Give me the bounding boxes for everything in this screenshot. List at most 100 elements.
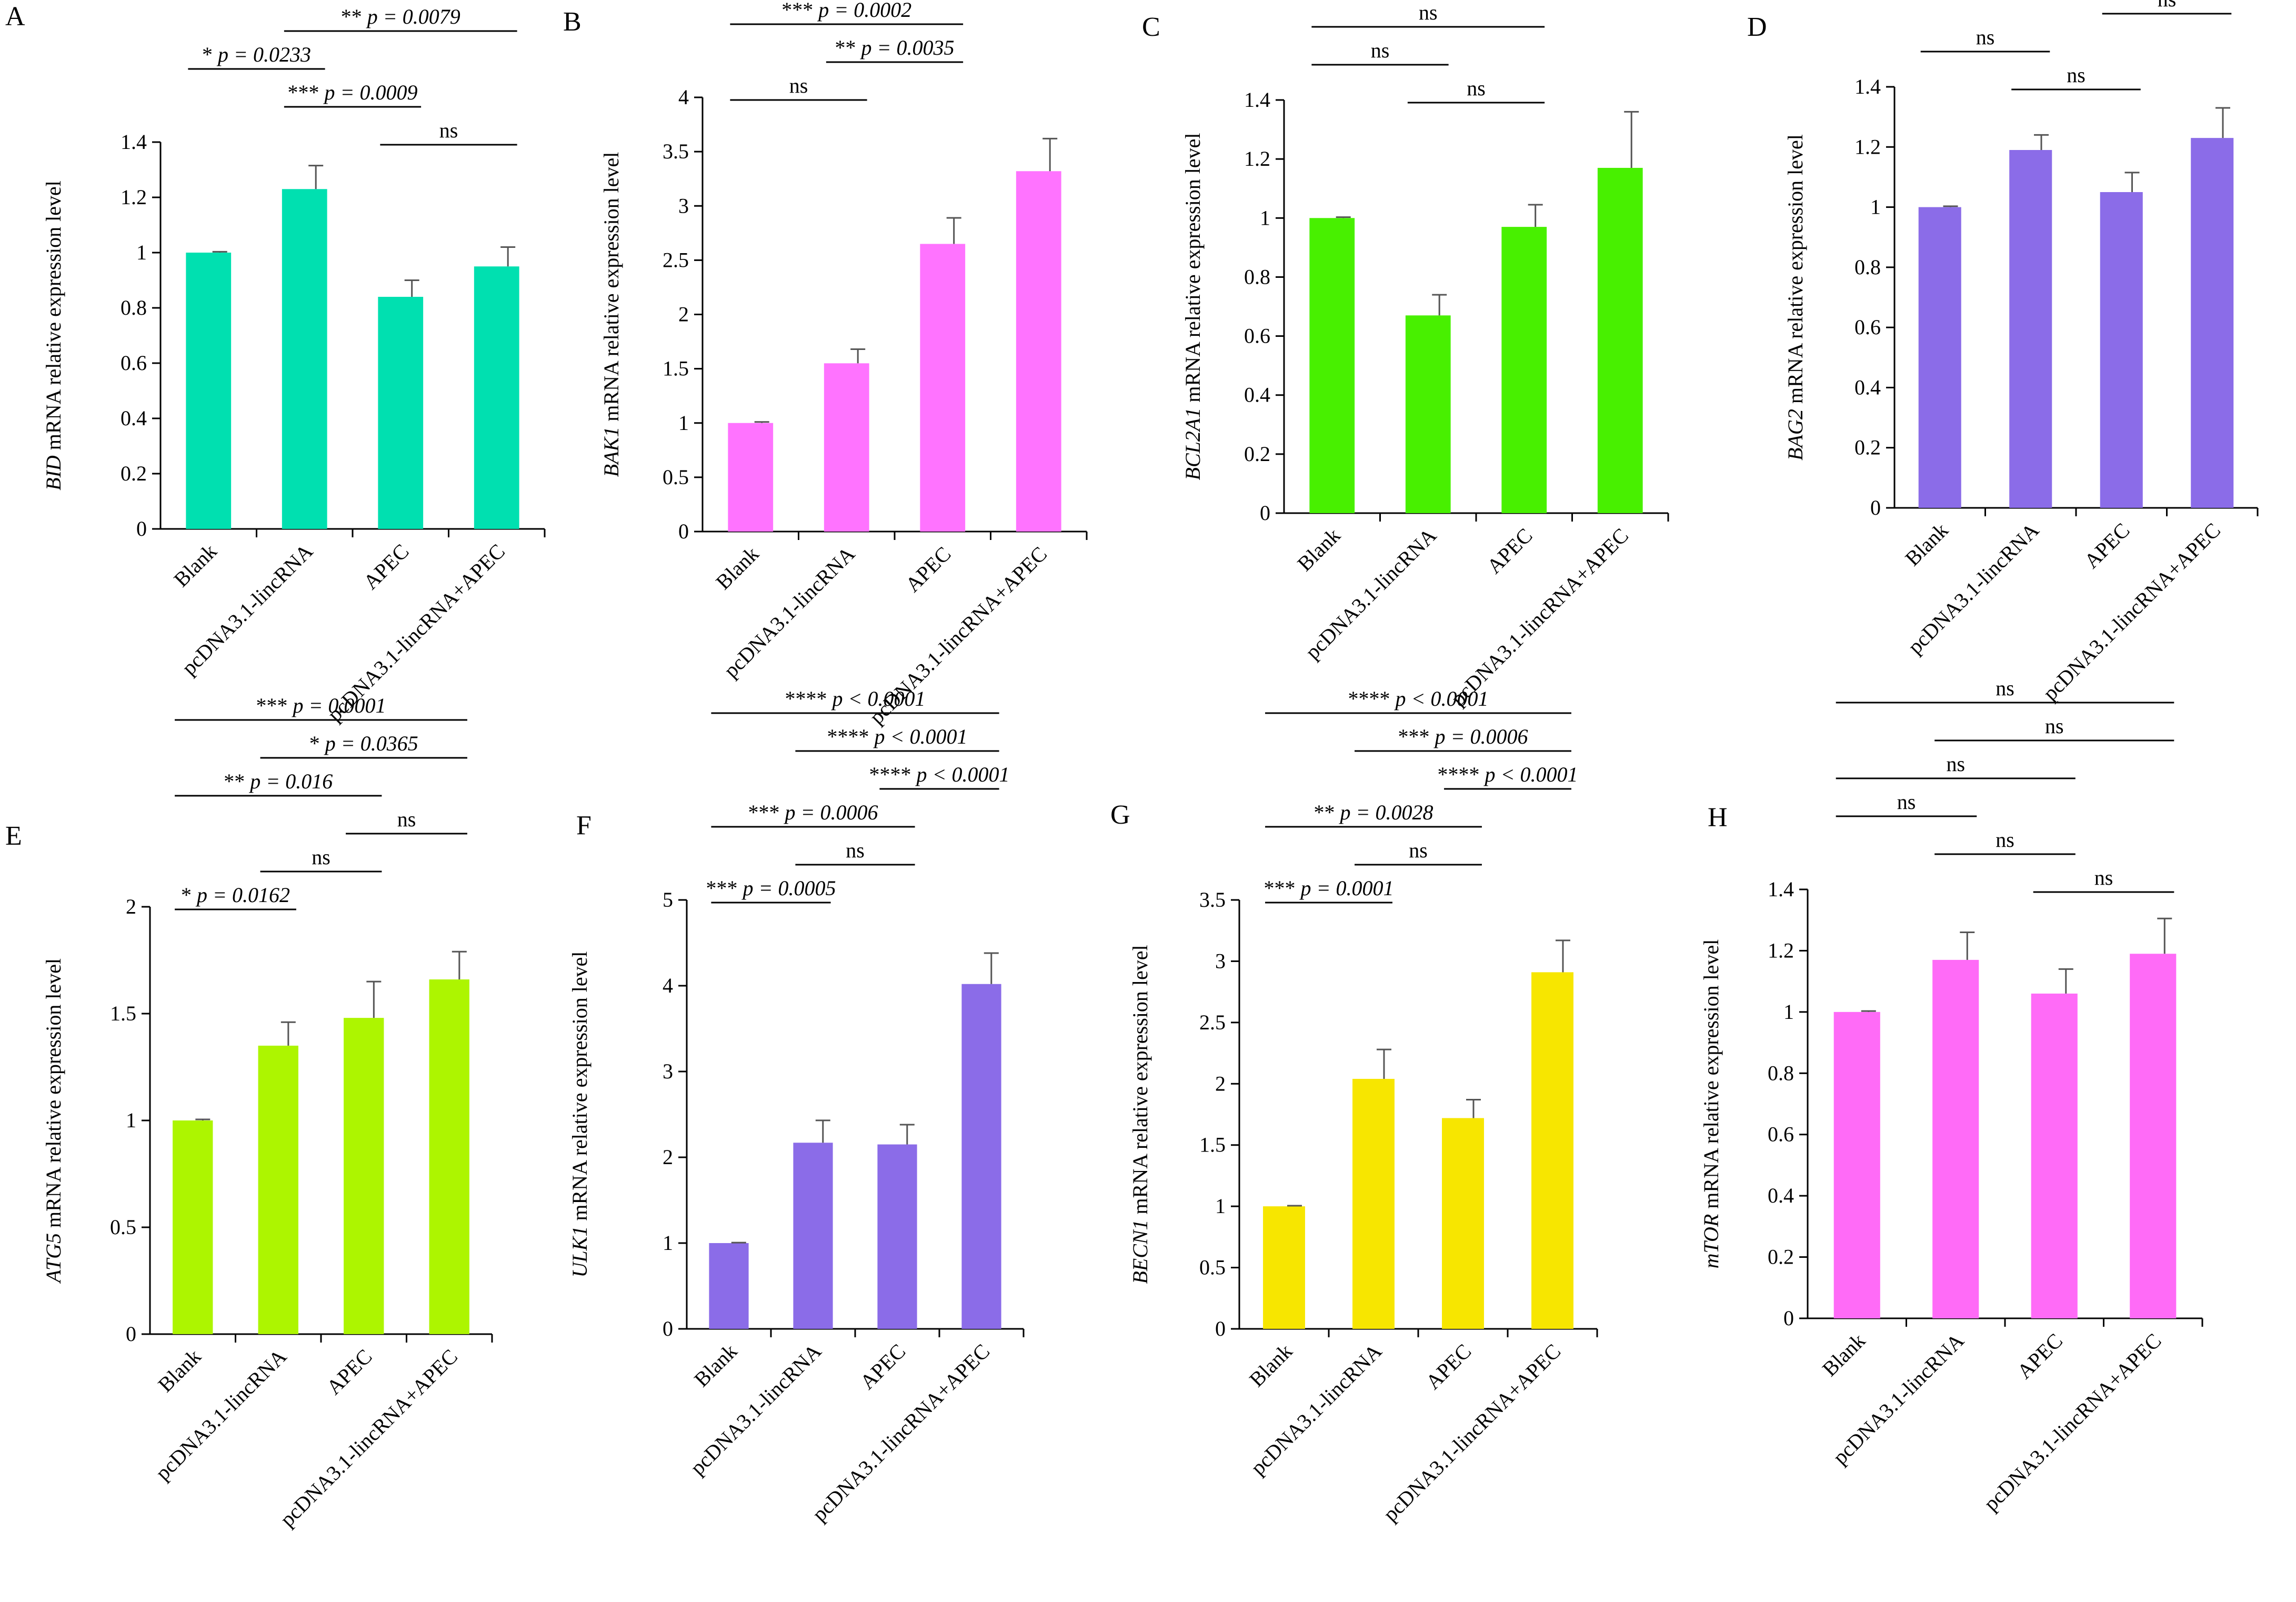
significance-stars: *** xyxy=(748,800,785,824)
significance-p: p < 0.0001 xyxy=(1483,763,1578,786)
y-tick-label: 2 xyxy=(126,895,136,918)
significance-p: p = 0.0009 xyxy=(323,81,418,104)
bar xyxy=(173,1120,213,1334)
y-tick-label: 1 xyxy=(678,411,689,435)
significance-stars: **** xyxy=(827,725,875,748)
bar xyxy=(709,1243,749,1329)
bar xyxy=(1597,167,1643,513)
bar xyxy=(1016,171,1061,532)
y-tick-label: 3 xyxy=(663,1059,673,1083)
y-tick-label: 0.8 xyxy=(1244,265,1270,288)
significance-label: * p = 0.0233 xyxy=(202,43,311,66)
significance-p: ns xyxy=(846,838,865,862)
bar xyxy=(2130,954,2177,1318)
y-axis-suffix: mRNA relative expression level xyxy=(42,958,65,1233)
significance-p: ns xyxy=(312,845,330,869)
y-tick-label: 1.5 xyxy=(110,1002,136,1025)
y-tick-label: 0.6 xyxy=(1768,1123,1794,1146)
significance-p: ns xyxy=(1371,38,1390,62)
bar xyxy=(474,266,519,529)
y-tick-label: 1.4 xyxy=(1768,877,1794,901)
bar xyxy=(186,253,232,529)
significance-p: ns xyxy=(397,807,416,831)
significance-p: ns xyxy=(2045,714,2064,738)
significance-p: ns xyxy=(2158,0,2177,11)
y-tick-label: 0.8 xyxy=(121,296,147,319)
significance-stars: ** xyxy=(341,5,367,28)
bar xyxy=(1833,1012,1880,1318)
y-tick-label: 0.4 xyxy=(1854,375,1881,399)
y-tick-label: 1.2 xyxy=(1768,938,1794,962)
y-tick-label: 1.2 xyxy=(1854,135,1881,158)
bar xyxy=(1352,1078,1395,1329)
significance-label: ns xyxy=(1996,676,2014,700)
bar xyxy=(877,1144,917,1329)
significance-label: ** p = 0.0035 xyxy=(835,36,955,59)
significance-stars: ** xyxy=(835,36,861,59)
significance-label: *** p = 0.0001 xyxy=(1264,876,1394,900)
significance-label: ns xyxy=(1467,76,1486,100)
y-tick-label: 4 xyxy=(678,85,689,109)
y-axis-gene: mTOR xyxy=(1699,1214,1723,1269)
y-axis-gene: BAG2 xyxy=(1783,409,1807,460)
y-tick-label: 0.4 xyxy=(1768,1184,1794,1207)
significance-p: ns xyxy=(1409,838,1428,862)
bar xyxy=(2031,993,2078,1318)
y-axis-suffix: mRNA relative expression level xyxy=(1181,133,1205,408)
significance-label: ** p = 0.016 xyxy=(224,769,333,793)
significance-p: ns xyxy=(439,118,458,142)
bar xyxy=(961,984,1001,1329)
significance-p: p = 0.0006 xyxy=(1433,725,1528,748)
y-axis-suffix: mRNA relative expression level xyxy=(42,181,65,455)
significance-label: **** p < 0.0001 xyxy=(1438,763,1578,786)
significance-label: *** p = 0.0006 xyxy=(748,800,878,824)
bar xyxy=(2191,138,2234,508)
y-tick-label: 0 xyxy=(1870,496,1881,519)
significance-label: ns xyxy=(312,845,330,869)
y-tick-label: 0.8 xyxy=(1854,255,1881,279)
panel-label: B xyxy=(563,7,581,37)
bar xyxy=(1405,315,1451,513)
panel-label: E xyxy=(5,821,22,851)
bar xyxy=(1531,972,1573,1329)
bar xyxy=(1501,227,1547,513)
significance-p: p = 0.0079 xyxy=(366,5,460,28)
significance-label: *** p = 0.0001 xyxy=(256,694,386,717)
y-tick-label: 2.5 xyxy=(1199,1010,1226,1034)
y-axis-label: BAK1 mRNA relative expression level xyxy=(599,152,623,477)
y-tick-label: 0.4 xyxy=(1244,383,1270,407)
significance-p: ns xyxy=(2094,866,2113,889)
y-axis-gene: BID xyxy=(42,455,65,490)
significance-stars: *** xyxy=(1264,876,1301,900)
bar xyxy=(1309,218,1355,513)
significance-label: ns xyxy=(1419,1,1438,24)
significance-label: ns xyxy=(2067,63,2086,87)
significance-label: ns xyxy=(1976,25,1995,49)
y-tick-label: 1.2 xyxy=(1244,147,1270,171)
significance-label: *** p = 0.0002 xyxy=(781,0,911,22)
significance-p: p < 0.0001 xyxy=(1394,687,1489,710)
significance-stars: ** xyxy=(1314,800,1340,824)
significance-label: * p = 0.0162 xyxy=(181,883,290,907)
significance-p: ns xyxy=(1996,828,2014,852)
y-tick-label: 0.8 xyxy=(1768,1061,1794,1085)
y-tick-label: 0 xyxy=(1215,1317,1226,1340)
y-tick-label: 0.6 xyxy=(1854,315,1881,339)
significance-label: **** p < 0.0001 xyxy=(785,687,926,710)
significance-label: ns xyxy=(846,838,865,862)
significance-label: *** p = 0.0009 xyxy=(288,81,418,104)
significance-stars: **** xyxy=(785,687,833,710)
significance-p: p < 0.0001 xyxy=(873,725,968,748)
significance-label: ns xyxy=(2094,866,2113,889)
bar xyxy=(1263,1206,1305,1329)
y-tick-label: 1.4 xyxy=(1244,88,1270,112)
significance-label: **** p < 0.0001 xyxy=(827,725,968,748)
significance-p: ns xyxy=(1467,76,1486,100)
y-tick-label: 3 xyxy=(678,194,689,217)
bar xyxy=(728,423,774,532)
significance-label: ns xyxy=(789,74,808,97)
y-tick-label: 0 xyxy=(663,1317,673,1340)
significance-p: p = 0.0035 xyxy=(860,36,955,59)
significance-p: ns xyxy=(2067,63,2086,87)
